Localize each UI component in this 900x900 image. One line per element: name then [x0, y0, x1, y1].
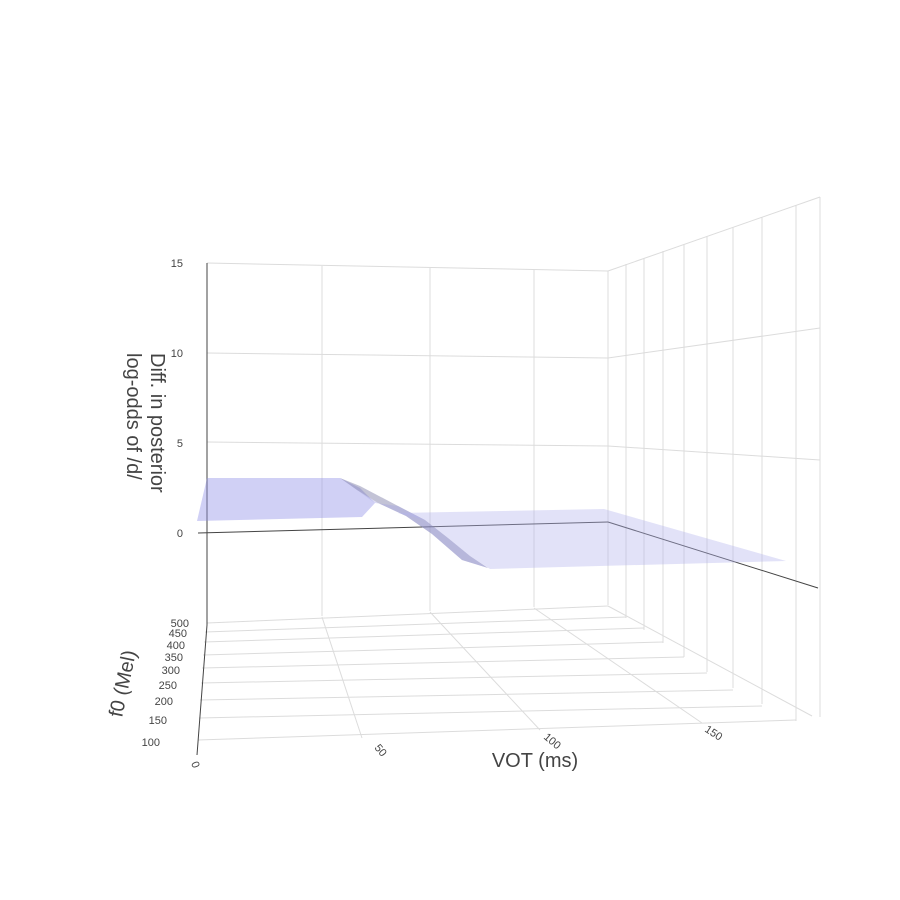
surface-right-plateau-top	[398, 509, 786, 569]
f0-tick-label: 300	[162, 665, 180, 677]
vot-tick-label: 150	[702, 723, 724, 743]
f0-tick-label: 400	[167, 640, 185, 652]
z-tick-label: 10	[171, 348, 183, 360]
surface-slope-shadow	[340, 478, 488, 568]
vot-tick-labels: 0 50 100 150	[188, 723, 724, 769]
floor-grid	[197, 605, 813, 741]
f0-tick-label: 500	[171, 618, 189, 630]
surface-slope	[357, 490, 488, 568]
z-tick-labels: 15 10 5 0	[171, 258, 183, 540]
axis-lines	[196, 263, 819, 756]
f0-tick-labels: 500 450 400 350 300 250 200 150 100	[142, 618, 189, 749]
vot-tick-label: 0	[188, 760, 201, 770]
f0-tick-label: 350	[165, 652, 183, 664]
f0-tick-label: 450	[169, 628, 187, 640]
surface-left-plateau	[197, 478, 375, 521]
z-tick-label: 5	[177, 438, 183, 450]
f0-axis-title: f0 (Mel)	[105, 648, 141, 719]
vot-axis-title: VOT (ms)	[492, 750, 578, 772]
right-wall-grid	[607, 196, 821, 721]
vot-tick-label: 50	[372, 742, 389, 759]
z-axis-title-line1: Diff. in posterior	[146, 353, 168, 493]
f0-tick-label: 250	[159, 680, 177, 692]
f0-tick-label: 150	[149, 715, 167, 727]
f0-tick-label: 200	[155, 696, 173, 708]
f0-tick-label: 100	[142, 737, 160, 749]
z-axis-title-line2: log-odds of /d/	[122, 353, 144, 480]
surface	[197, 478, 786, 569]
z-tick-label: 15	[171, 258, 183, 270]
z-tick-label: 0	[177, 528, 183, 540]
back-wall-grid	[206, 262, 609, 616]
vot-tick-label: 100	[541, 731, 563, 752]
